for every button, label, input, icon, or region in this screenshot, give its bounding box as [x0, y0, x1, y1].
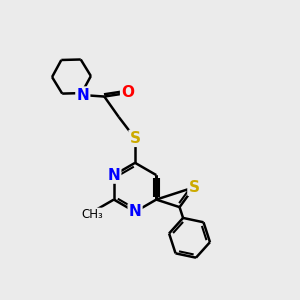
- Text: S: S: [130, 131, 141, 146]
- Text: N: N: [107, 168, 120, 183]
- Text: S: S: [188, 180, 200, 195]
- Text: N: N: [76, 88, 89, 103]
- Text: N: N: [129, 204, 141, 219]
- Text: O: O: [121, 85, 134, 100]
- Text: CH₃: CH₃: [81, 208, 103, 221]
